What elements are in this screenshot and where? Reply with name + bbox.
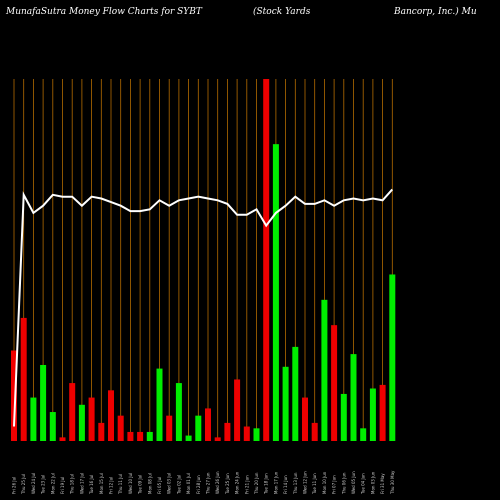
money-flow-bar <box>272 144 279 441</box>
money-flow-bar <box>156 368 163 441</box>
money-flow-bar <box>321 299 328 441</box>
money-flow-bar <box>360 428 367 441</box>
x-tick-label: Tue 04 Jun <box>361 473 366 495</box>
money-flow-bar <box>234 379 241 441</box>
x-tick-label: Mon 03 Jun <box>370 471 375 494</box>
x-tick-label: Wed 26 Jun <box>215 471 220 494</box>
money-flow-bar <box>78 404 85 441</box>
money-flow-bar <box>59 437 66 441</box>
x-tick-label: Wed 24 Jul <box>31 473 36 494</box>
money-flow-bar <box>205 408 211 441</box>
money-flow-bar <box>166 415 173 441</box>
x-tick-label: Wed 12 Jun <box>303 471 308 494</box>
x-tick-label: Mon 08 Jul <box>147 473 152 494</box>
x-tick-labels: Fri 26 Jul Thu 25 Jul Wed 24 Jul Tue 23 Jul… <box>12 470 395 495</box>
x-tick-label: Fri 19 Jul <box>60 477 65 494</box>
x-tick-label: Fri 05 Jul <box>157 477 162 494</box>
money-flow-bar <box>340 393 347 441</box>
x-tick-label: Fri 21 Jun <box>244 475 249 494</box>
price-line <box>13 188 394 427</box>
x-tick-label: Mon 15 Jul <box>99 473 104 494</box>
company-name-part: (Stock Yards <box>253 7 311 17</box>
money-flow-bar <box>379 384 386 441</box>
money-flow-bar <box>98 422 105 441</box>
company-name-continued: Bancorp, Inc.) Mu <box>394 7 477 17</box>
x-tick-label: Fri 26 Jul <box>12 477 17 494</box>
money-flow-bar <box>253 428 260 441</box>
x-tick-label: Fri 12 Jul <box>109 477 114 494</box>
money-flow-bar <box>20 317 27 441</box>
x-tick-label: Mon 24 Jun <box>235 471 240 494</box>
money-flow-bar <box>389 274 396 441</box>
x-tick-label: Wed 03 Jul <box>167 473 172 494</box>
money-flow-bar <box>302 397 308 441</box>
x-tick-label: Mon 22 Jul <box>50 473 55 494</box>
money-flow-bar <box>292 346 299 441</box>
x-tick-label: Thu 25 Jul <box>21 474 26 495</box>
x-tick-label: Wed 17 Jul <box>79 473 84 494</box>
x-tick-label: Tue 23 Jul <box>41 475 46 495</box>
x-tick-label: Fri 28 Jun <box>196 475 201 494</box>
money-flow-bar <box>282 366 289 441</box>
money-flow-bar <box>137 431 144 441</box>
x-tick-label: Tue 18 Jun <box>264 473 269 495</box>
x-tick-label: Thu 13 Jun <box>293 472 298 495</box>
money-flow-bar <box>49 412 56 441</box>
money-flow-bars <box>11 79 396 441</box>
money-flow-bar <box>175 383 182 441</box>
money-flow-bar <box>146 431 153 441</box>
money-flow-bar <box>40 364 47 441</box>
money-flow-bar <box>350 354 357 441</box>
money-flow-bar <box>214 437 221 441</box>
vertical-gridlines <box>13 79 393 441</box>
money-flow-bar <box>117 415 124 441</box>
x-tick-label: Thu 27 Jun <box>206 472 211 495</box>
money-flow-bar <box>69 383 76 441</box>
x-tick-label: Fri 31 May <box>380 473 385 494</box>
x-tick-label: Tue 02 Jul <box>176 475 181 495</box>
x-tick-label: Wed 05 Jun <box>351 471 356 494</box>
x-tick-label: Thu 18 Jul <box>70 474 75 495</box>
money-flow-bar <box>195 415 202 441</box>
x-tick-label: Thu 06 Jun <box>341 472 346 495</box>
x-tick-label: Tue 09 Jul <box>138 475 143 495</box>
x-tick-label: Thu 30 May <box>390 470 395 495</box>
money-flow-bar <box>263 79 270 441</box>
x-tick-label: Tue 11 Jun <box>312 473 317 495</box>
money-flow-bar <box>243 426 250 441</box>
money-flow-bar <box>30 397 37 441</box>
money-flow-bar <box>127 431 134 441</box>
x-tick-label: Fri 14 Jun <box>283 475 288 494</box>
money-flow-bar <box>11 350 17 441</box>
x-tick-label: Mon 10 Jun <box>322 471 327 494</box>
x-tick-label: Wed 10 Jul <box>128 473 133 494</box>
money-flow-bar <box>311 422 318 441</box>
x-tick-label: Mon 01 Jul <box>186 473 191 494</box>
x-tick-label: Tue 16 Jul <box>89 475 94 495</box>
money-flow-bar <box>331 325 338 441</box>
x-tick-label: Mon 17 Jun <box>273 471 278 494</box>
money-flow-bar <box>224 422 231 441</box>
money-flow-bar <box>185 435 192 441</box>
money-flow-bar <box>88 397 95 441</box>
x-tick-label: Thu 20 Jun <box>254 472 259 495</box>
money-flow-bar <box>108 390 114 441</box>
chart-title: MunafaSutra Money Flow Charts for SYBT <box>6 7 202 17</box>
x-tick-label: Tue 25 Jun <box>225 473 230 495</box>
money-flow-bar <box>369 388 376 441</box>
x-tick-label: Fri 07 Jun <box>332 475 337 494</box>
x-tick-label: Thu 11 Jul <box>118 474 123 495</box>
